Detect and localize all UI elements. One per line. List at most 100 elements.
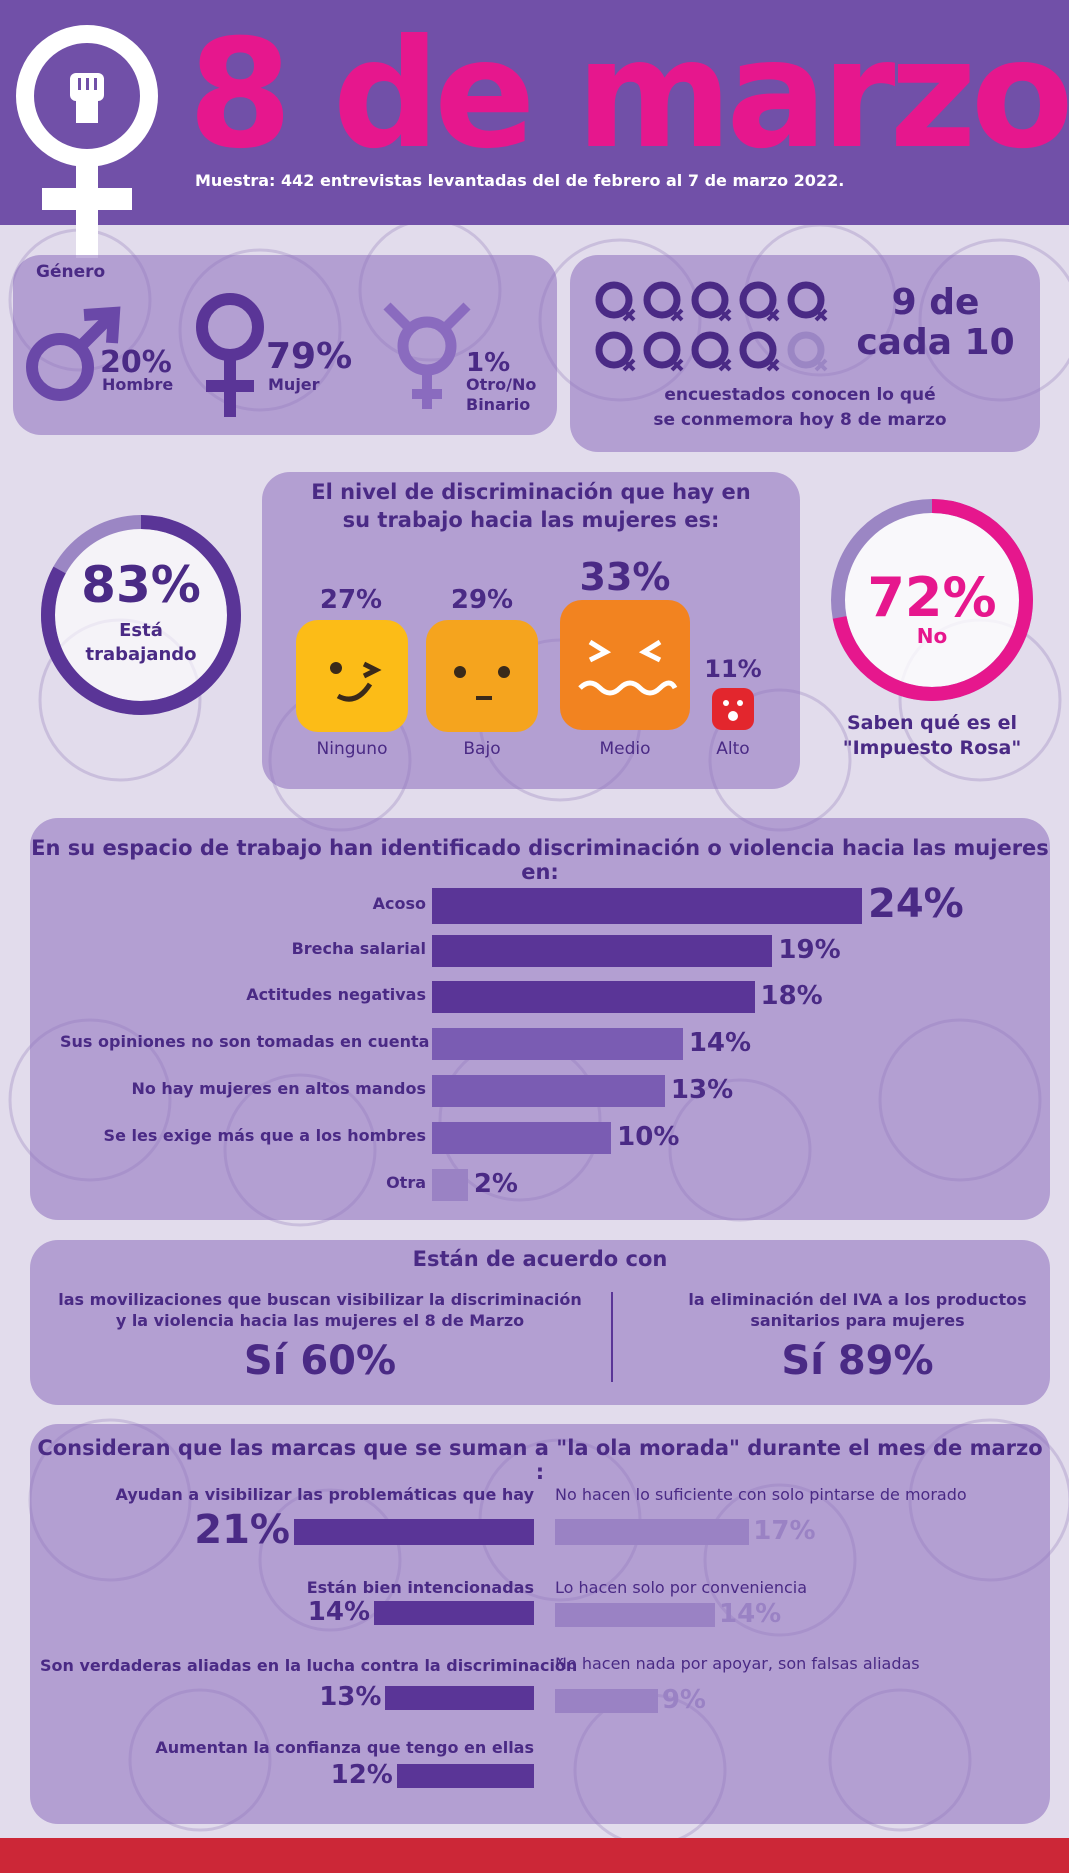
person-filled-icon xyxy=(691,331,732,372)
discrimination-level-title-line1: El nivel de discriminación que hay en xyxy=(311,480,751,504)
working-line2: trabajando xyxy=(85,644,197,665)
awareness-icons xyxy=(595,281,828,372)
brand-negative-label: No hacen nada por apoyar, son falsas ali… xyxy=(555,1654,920,1673)
page-title: 8 de marzo xyxy=(188,8,1069,182)
person-filled-icon xyxy=(787,281,828,322)
bar-mark xyxy=(432,1122,612,1154)
bar-category-label: Acoso xyxy=(372,894,426,913)
bar-category-label: Brecha salarial xyxy=(291,939,426,958)
working-donut-chart xyxy=(41,515,241,715)
gender-male-name: Hombre xyxy=(102,375,174,394)
agreement-left-line1: las movilizaciones que buscan visibiliza… xyxy=(58,1290,582,1309)
bar-mark xyxy=(432,1075,665,1107)
pink-tax-pct: 72% xyxy=(867,566,997,629)
bar-mark xyxy=(432,888,862,924)
gender-male-pct: 20% xyxy=(100,345,172,380)
bar-value-label: 19% xyxy=(778,934,841,965)
brand-positive-bar xyxy=(374,1601,534,1625)
level-alto-pct: 11% xyxy=(704,655,762,683)
agreement-right-line1: la eliminación del IVA a los productos xyxy=(688,1290,1027,1309)
person-filled-icon xyxy=(643,331,684,372)
person-filled-icon xyxy=(595,331,636,372)
brand-negative-label: Lo hacen solo por conveniencia xyxy=(555,1578,808,1597)
pink-tax-donut-arc xyxy=(831,499,1033,701)
awareness-caption-line1: encuestados conocen lo qué xyxy=(664,385,936,405)
level-medio-pct: 33% xyxy=(579,555,671,599)
level-bajo-pct: 29% xyxy=(450,585,514,615)
brand-positive-bar xyxy=(396,1764,534,1788)
bar-category-label: Sus opiniones no son tomadas en cuenta xyxy=(60,1032,430,1051)
bar-category-label: Otra xyxy=(386,1173,426,1192)
wink-face-icon xyxy=(296,620,408,732)
gender-card xyxy=(13,255,557,435)
pink-tax-caption-line1: Saben qué es el xyxy=(847,712,1017,734)
person-filled-icon xyxy=(739,331,780,372)
brand-negative-value: 17% xyxy=(753,1516,816,1546)
awareness-big-line2: cada 10 xyxy=(856,322,1015,363)
level-alto-name: Alto xyxy=(716,739,750,759)
gender-other-name-line2: Binario xyxy=(466,395,531,414)
bar-mark xyxy=(432,1169,468,1201)
female-symbol-logo-icon xyxy=(16,25,158,258)
person-filled-icon xyxy=(595,281,636,322)
brand-negative-label: No hacen lo suficiente con solo pintarse… xyxy=(555,1485,967,1504)
agreement-title: Están de acuerdo con xyxy=(412,1247,668,1271)
agreement-left-value: Sí 60% xyxy=(243,1338,397,1384)
brand-negative-bar xyxy=(555,1603,715,1627)
agreement-left-line2: y la violencia hacia las mujeres el 8 de… xyxy=(115,1311,525,1330)
level-medio-name: Medio xyxy=(599,739,651,759)
brand-negative-bar xyxy=(555,1689,658,1713)
brand-positive-value: 13% xyxy=(319,1681,382,1712)
workplace-chart-title: En su espacio de trabajo han identificad… xyxy=(31,836,1049,884)
pink-tax-sub: No xyxy=(916,624,948,648)
person-filled-icon xyxy=(739,281,780,322)
agreement-right-value: Sí 89% xyxy=(781,1338,934,1384)
transgender-symbol-icon xyxy=(383,302,471,409)
brand-positive-label: Aumentan la confianza que tengo en ellas xyxy=(155,1738,534,1757)
working-line1: Está xyxy=(119,620,163,641)
gender-other-name-line1: Otro/No xyxy=(466,375,537,394)
awareness-caption-line2: se conmemora hoy 8 de marzo xyxy=(653,410,947,430)
brands-chart-card xyxy=(30,1424,1050,1824)
gender-other-pct: 1% xyxy=(466,348,511,378)
bar-mark xyxy=(432,981,755,1013)
bar-category-label: Se les exige más que a los hombres xyxy=(103,1126,426,1145)
distressed-face-icon xyxy=(560,600,690,730)
working-donut-arc xyxy=(41,515,241,715)
working-pct: 83% xyxy=(81,556,201,614)
bar-category-label: No hay mujeres en altos mandos xyxy=(131,1079,426,1098)
brand-positive-value: 21% xyxy=(194,1507,290,1554)
brand-negative-bar xyxy=(555,1519,750,1545)
bar-value-label: 2% xyxy=(473,1168,518,1199)
brand-positive-value: 14% xyxy=(307,1596,370,1627)
bar-value-label: 13% xyxy=(670,1074,734,1105)
brand-negative-value: 14% xyxy=(719,1599,782,1629)
brands-chart-title: Consideran que las marcas que se suman a… xyxy=(37,1436,1043,1484)
level-ninguno-name: Ninguno xyxy=(316,739,388,759)
brand-positive-label: Son verdaderas aliadas en la lucha contr… xyxy=(40,1656,578,1675)
sample-subtitle: Muestra: 442 entrevistas levantadas del … xyxy=(195,171,845,190)
gender-label: Género xyxy=(36,262,106,282)
pink-tax-donut-chart xyxy=(831,499,1033,701)
brand-positive-bar xyxy=(385,1686,534,1710)
bar-value-label: 24% xyxy=(868,881,964,928)
footer-band xyxy=(0,1838,1069,1873)
female-symbol-icon xyxy=(196,293,264,417)
header-banner xyxy=(0,0,1069,225)
brand-positive-value: 12% xyxy=(330,1759,393,1790)
agreement-right-line2: sanitarios para mujeres xyxy=(750,1311,965,1330)
agreement-divider xyxy=(611,1292,613,1382)
discrimination-level-title-line2: su trabajo hacia las mujeres es: xyxy=(342,508,720,532)
bar-value-label: 14% xyxy=(688,1027,752,1058)
gender-female-pct: 79% xyxy=(266,336,353,377)
male-symbol-icon xyxy=(26,306,121,401)
agreement-card xyxy=(30,1240,1050,1405)
bar-mark xyxy=(432,935,773,967)
level-ninguno-pct: 27% xyxy=(319,585,383,615)
brand-positive-label: Están bien intencionadas xyxy=(306,1578,534,1597)
brand-positive-label: Ayudan a visibilizar las problemáticas q… xyxy=(115,1485,534,1504)
pink-tax-caption-line2: "Impuesto Rosa" xyxy=(842,737,1022,759)
gender-female-name: Mujer xyxy=(268,375,320,394)
bar-value-label: 18% xyxy=(760,980,823,1011)
bar-category-label: Actitudes negativas xyxy=(246,985,426,1004)
